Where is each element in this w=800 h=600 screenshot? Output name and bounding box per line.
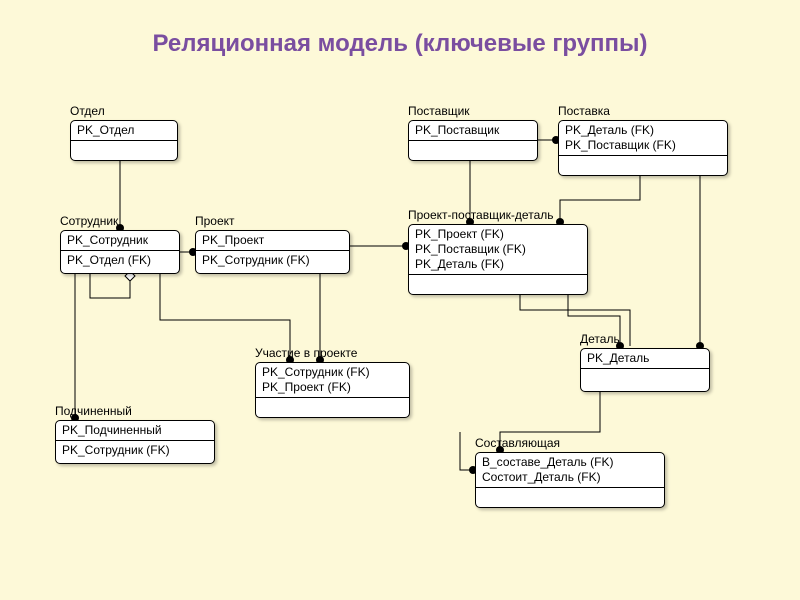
- entity-sostav-label: Составляющая: [475, 436, 560, 450]
- entity-postavka-body: [559, 156, 727, 175]
- entity-proekt-body-row: PK_Сотрудник (FK): [202, 253, 343, 268]
- entity-proekt-pk-row: PK_Проект: [202, 233, 343, 248]
- connector-layer: [0, 0, 800, 600]
- entity-postavshik: PK_Поставщик: [408, 120, 538, 161]
- entity-sotrudnik-label: Сотрудник: [60, 214, 118, 228]
- entity-detal-pk-row: PK_Деталь: [587, 351, 703, 366]
- entity-ppd-pk-row: PK_Проект (FK): [415, 227, 581, 242]
- connector-detal-sostav-b: [460, 432, 473, 470]
- entity-podchin-pk: PK_Подчиненный: [56, 421, 214, 441]
- entity-detal: PK_Деталь: [580, 348, 710, 392]
- entity-sotrudnik-pk: PK_Сотрудник: [61, 231, 179, 251]
- entity-postavshik-pk-row: PK_Поставщик: [415, 123, 531, 138]
- connector-sotrudnik-recursive: [90, 274, 130, 298]
- entity-otdel-pk-row: PK_Отдел: [77, 123, 171, 138]
- entity-ppd-pk-row: PK_Деталь (FK): [415, 257, 581, 272]
- entity-otdel-pk: PK_Отдел: [71, 121, 177, 141]
- entity-proekt-pk: PK_Проект: [196, 231, 349, 251]
- diagram-canvas: Реляционная модель (ключевые группы) PK_…: [0, 0, 800, 600]
- entity-ppd-label: Проект-поставщик-деталь: [408, 208, 554, 222]
- entity-otdel: PK_Отдел: [70, 120, 178, 161]
- entity-postavka-pk-row: PK_Деталь (FK): [565, 123, 721, 138]
- entity-sotrudnik-body: PK_Отдел (FK): [61, 251, 179, 270]
- entity-sostav-pk-row: Состоит_Деталь (FK): [482, 470, 658, 485]
- entity-postavka-label: Поставка: [558, 104, 610, 118]
- entity-postavka-pk-row: PK_Поставщик (FK): [565, 138, 721, 153]
- entity-sotrudnik-body-row: PK_Отдел (FK): [67, 253, 173, 268]
- entity-ppd-pk: PK_Проект (FK)PK_Поставщик (FK)PK_Деталь…: [409, 225, 587, 275]
- entity-uchastie: PK_Сотрудник (FK)PK_Проект (FK): [255, 362, 410, 418]
- entity-podchin-label: Подчиненный: [55, 404, 132, 418]
- entity-sostav-pk: В_составе_Деталь (FK)Состоит_Деталь (FK): [476, 453, 664, 488]
- entity-proekt: PK_Проект PK_Сотрудник (FK): [195, 230, 350, 274]
- entity-sotrudnik: PK_Сотрудник PK_Отдел (FK): [60, 230, 180, 274]
- connector-postavka-ppd: [560, 176, 640, 222]
- entity-proekt-body: PK_Сотрудник (FK): [196, 251, 349, 270]
- entity-detal-pk: PK_Деталь: [581, 349, 709, 369]
- entity-otdel-label: Отдел: [70, 104, 105, 118]
- entity-sotrudnik-pk-row: PK_Сотрудник: [67, 233, 173, 248]
- entity-ppd: PK_Проект (FK)PK_Поставщик (FK)PK_Деталь…: [408, 224, 588, 295]
- entity-detal-body: [581, 369, 709, 388]
- entity-ppd-body: [409, 275, 587, 294]
- entity-uchastie-pk-row: PK_Сотрудник (FK): [262, 365, 403, 380]
- entity-uchastie-body: [256, 398, 409, 417]
- entity-postavka: PK_Деталь (FK)PK_Поставщик (FK): [558, 120, 728, 176]
- entity-postavshik-pk: PK_Поставщик: [409, 121, 537, 141]
- entity-detal-label: Деталь: [580, 332, 620, 346]
- entity-sostav-body: [476, 488, 664, 507]
- entity-podchin-body: PK_Сотрудник (FK): [56, 441, 214, 460]
- entity-uchastie-label: Участие в проекте: [255, 346, 357, 360]
- page-title: Реляционная модель (ключевые группы): [0, 30, 800, 58]
- entity-otdel-body: [71, 141, 177, 160]
- entity-sostav: В_составе_Деталь (FK)Состоит_Деталь (FK): [475, 452, 665, 508]
- entity-podchin-pk-row: PK_Подчиненный: [62, 423, 208, 438]
- entity-postavshik-body: [409, 141, 537, 160]
- entity-uchastie-pk-row: PK_Проект (FK): [262, 380, 403, 395]
- entity-podchin-body-row: PK_Сотрудник (FK): [62, 443, 208, 458]
- entity-ppd-pk-row: PK_Поставщик (FK): [415, 242, 581, 257]
- entity-uchastie-pk: PK_Сотрудник (FK)PK_Проект (FK): [256, 363, 409, 398]
- entity-sostav-pk-row: В_составе_Деталь (FK): [482, 455, 658, 470]
- entity-postavka-pk: PK_Деталь (FK)PK_Поставщик (FK): [559, 121, 727, 156]
- entity-podchin: PK_Подчиненный PK_Сотрудник (FK): [55, 420, 215, 464]
- entity-postavshik-label: Поставщик: [408, 104, 470, 118]
- entity-proekt-label: Проект: [195, 214, 235, 228]
